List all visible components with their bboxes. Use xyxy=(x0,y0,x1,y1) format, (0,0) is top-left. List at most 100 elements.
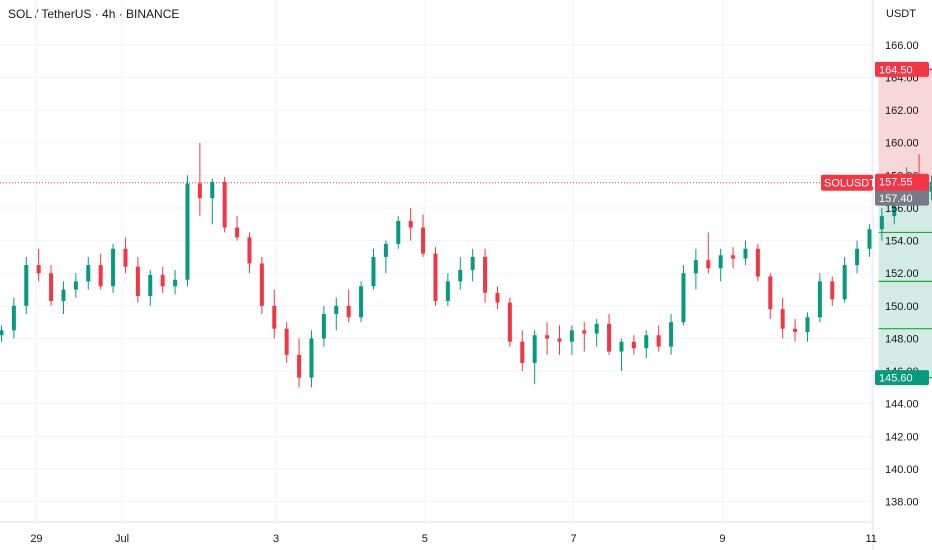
candle-body xyxy=(532,335,537,363)
price-tick-label: 166.00 xyxy=(885,40,919,52)
candle-body xyxy=(98,265,103,287)
candle-body xyxy=(470,256,475,270)
candle-body xyxy=(284,328,289,355)
stop-price-tag: 164.50 xyxy=(879,64,913,76)
candle-body xyxy=(458,269,463,282)
candle-body xyxy=(867,229,872,249)
candle-body xyxy=(396,221,401,244)
candle-body xyxy=(334,305,339,315)
candle-body xyxy=(594,323,599,334)
candle-body xyxy=(346,305,351,318)
candle-body xyxy=(718,255,723,269)
entry-price-tag-box xyxy=(875,190,929,206)
candle-body xyxy=(210,181,215,199)
candle-body xyxy=(160,274,165,287)
candle-body xyxy=(830,281,835,300)
price-tick-label: 144.00 xyxy=(885,399,919,411)
tp4-price-tag-box xyxy=(875,370,929,386)
candle-body xyxy=(0,330,4,336)
price-tick-label: 160.00 xyxy=(885,138,919,150)
price-tick-label: 152.00 xyxy=(885,268,919,280)
price-tick-label: 140.00 xyxy=(885,464,919,476)
time-tick-label: 9 xyxy=(719,533,725,545)
candle-body xyxy=(36,265,41,274)
entry-price-tag: 157.40 xyxy=(879,193,913,205)
candle-body xyxy=(309,338,314,378)
candle-body xyxy=(359,286,364,318)
candle-body xyxy=(631,341,636,349)
price-tick-label: 148.00 xyxy=(885,333,919,345)
candle-body xyxy=(879,216,884,230)
price-axis[interactable]: 138.00140.00142.00144.00146.00148.00150.… xyxy=(885,40,919,509)
candle-body xyxy=(433,253,438,301)
candle-body xyxy=(644,335,649,349)
candle-body xyxy=(111,248,116,287)
candle-body xyxy=(197,183,202,199)
candle-body xyxy=(421,227,426,254)
candle-body xyxy=(545,335,550,339)
candle-body xyxy=(520,341,525,363)
candle-body xyxy=(247,237,252,264)
candle-body xyxy=(445,281,450,301)
candle-body xyxy=(483,256,488,293)
last-price-tag: 157.55 xyxy=(879,177,913,189)
candle-body xyxy=(148,274,153,297)
candle-body xyxy=(855,248,860,266)
candle-body xyxy=(706,260,711,269)
candle-body xyxy=(780,309,785,329)
price-tick-label: 156.00 xyxy=(885,203,919,215)
candle-body xyxy=(321,314,326,339)
grid-lines xyxy=(0,0,873,522)
symbol-tag-box xyxy=(821,174,873,191)
candle-body xyxy=(259,263,264,306)
symbol-tag: SOLUSDT xyxy=(824,178,876,190)
candle-body xyxy=(582,330,587,334)
candle-body xyxy=(929,181,932,192)
candle-body xyxy=(842,265,847,300)
price-tick-label: 162.00 xyxy=(885,105,919,117)
candle-body xyxy=(222,181,227,228)
candle-body xyxy=(86,265,91,282)
candle-body xyxy=(557,338,562,342)
candle-body xyxy=(61,289,66,301)
candle-body xyxy=(681,273,686,323)
currency-label: USDT xyxy=(886,8,916,20)
candle-body xyxy=(371,256,376,287)
time-tick-label: 5 xyxy=(422,533,428,545)
time-tick-label: 11 xyxy=(865,533,876,545)
candle-body xyxy=(235,227,240,238)
time-axis[interactable]: 29Jul3579111315171921 xyxy=(30,533,932,545)
candle-body xyxy=(408,221,413,228)
candle-body xyxy=(495,292,500,303)
tp4-price-tag: 145.60 xyxy=(879,373,913,385)
candle-body xyxy=(607,323,612,352)
candle-body xyxy=(755,248,760,277)
candle-body xyxy=(24,265,29,306)
time-tick-label: 7 xyxy=(571,533,577,545)
candle-body xyxy=(297,354,302,378)
candle-body xyxy=(185,183,190,280)
time-tick-label: 29 xyxy=(30,533,42,545)
stop-loss-zone[interactable] xyxy=(878,69,932,186)
candle-body xyxy=(817,281,822,318)
candle-body xyxy=(123,248,128,267)
level-lines: SLTP1TP2TP3TP4 xyxy=(0,68,932,379)
candle-body xyxy=(11,305,16,331)
stop-price-tag-box xyxy=(875,61,929,77)
candle-body xyxy=(173,279,178,287)
candle-body xyxy=(272,305,277,329)
candles xyxy=(0,142,932,388)
price-tick-label: 138.00 xyxy=(885,497,919,509)
candle-body xyxy=(656,335,661,347)
price-tick-label: 154.00 xyxy=(885,236,919,248)
candle-body xyxy=(383,243,388,257)
chart-title: SOL / TetherUS · 4h · BINANCE xyxy=(8,7,180,21)
candle-body xyxy=(507,302,512,342)
candle-body xyxy=(805,317,810,332)
candle-body xyxy=(569,330,574,342)
candle-body xyxy=(768,276,773,310)
candle-body xyxy=(73,281,78,290)
candle-body xyxy=(793,328,798,332)
